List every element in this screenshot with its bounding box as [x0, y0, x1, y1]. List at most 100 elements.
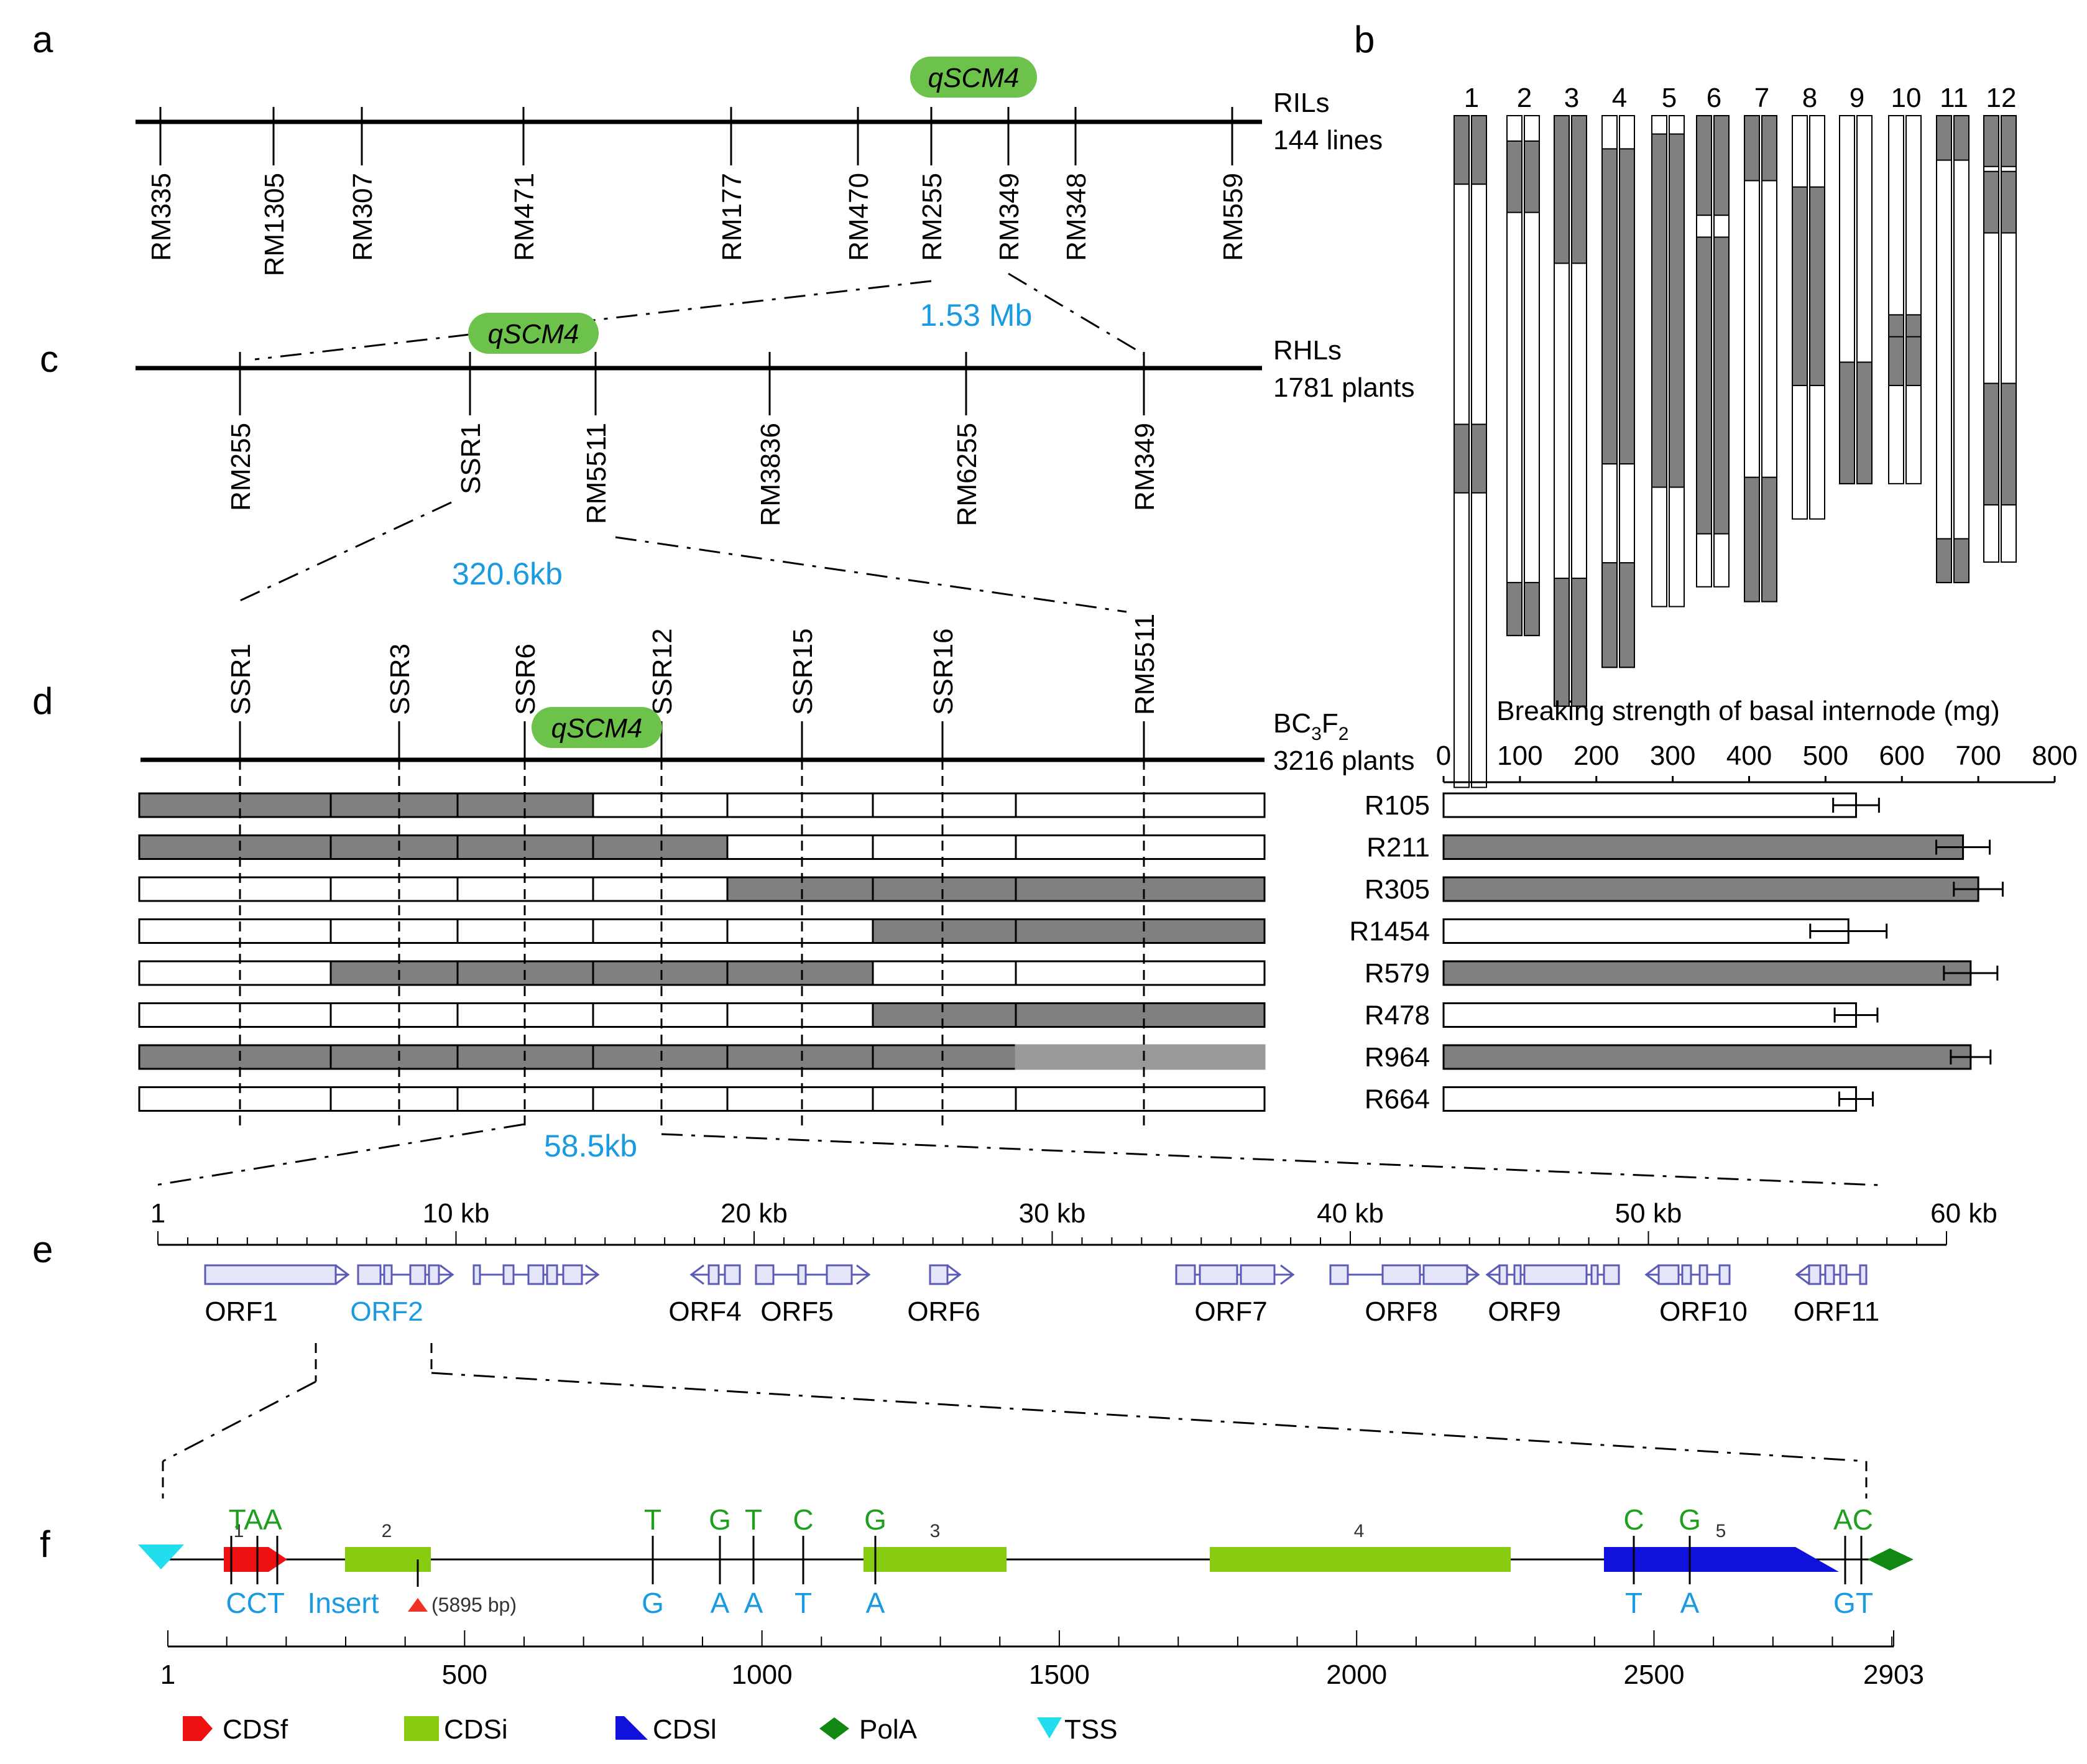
panel-f-scale-label: 2903	[1863, 1660, 1924, 1690]
panel-d-strength-bar	[1442, 960, 1972, 986]
panel-d-genotype-block	[329, 1086, 459, 1112]
panel-b-introgression-segment	[1619, 562, 1635, 668]
panel-b-chromatid	[1905, 115, 1922, 484]
panel-f-exon-number: 5	[1716, 1521, 1726, 1541]
panel-a-letter: a	[32, 19, 53, 60]
panel-b-introgression-segment	[1983, 170, 1999, 234]
panel-f-snp-allele-top: T	[745, 1503, 762, 1536]
connector-e-f-right	[431, 1372, 1867, 1462]
panel-e-orf-label: ORF11	[1794, 1296, 1880, 1327]
panel-d-genotype-block	[1015, 1044, 1266, 1070]
panel-b-chromosome-number: 4	[1612, 83, 1627, 113]
panel-b-introgression-segment	[1856, 361, 1873, 484]
panel-d-line-label: R478	[1365, 1000, 1430, 1031]
panel-d-axis-title: Breaking strength of basal internode (mg…	[1496, 696, 2000, 726]
panel-d-genotype-block	[329, 1044, 459, 1070]
panel-d-interval-span: 58.5kb	[544, 1129, 637, 1163]
panel-f-snp-allele-top: C	[1623, 1503, 1644, 1536]
panel-f-exon-number: 1	[234, 1521, 244, 1541]
panel-d-strength-bar	[1442, 918, 1850, 944]
orf-gene-4-exon	[724, 1264, 741, 1285]
panel-d-strength-bar	[1442, 1002, 1858, 1028]
panel-d-genotype-block	[592, 918, 729, 944]
panel-d-axis-tick-label: 600	[1879, 741, 1925, 771]
panel-c-marker-label: RM3836	[755, 423, 786, 526]
panel-e-orf-label: ORF1	[205, 1296, 277, 1327]
panel-d-population-name-part: F	[1322, 708, 1338, 739]
panel-d-population-name-part: 3	[1311, 724, 1322, 744]
panel-f-insert-triangle-icon	[408, 1598, 428, 1612]
panel-c-marker-label: RM6255	[952, 423, 982, 526]
panel-d-strength-bar	[1442, 1086, 1858, 1112]
orf-gene-11-arrow	[1795, 1264, 1810, 1285]
orf-gene-1-exon	[204, 1264, 337, 1285]
panel-f-snp-allele-top: TAA	[229, 1503, 282, 1536]
panel-a-marker-label: RM255	[917, 173, 947, 261]
panel-f-letter: f	[40, 1523, 50, 1565]
panel-d-strength-bar	[1442, 876, 1979, 902]
orf-gene-4	[689, 1264, 741, 1285]
panel-c-population-size: 1781 plants	[1273, 372, 1415, 403]
panel-d-genotype-block	[872, 1086, 1017, 1112]
panel-d-genotype-block	[138, 1086, 332, 1112]
connector-c-d-right	[615, 536, 1127, 613]
panel-d-genotype-block	[329, 876, 459, 902]
orf-gene-2-exon	[428, 1264, 440, 1285]
legend-tss-icon	[1037, 1717, 1062, 1739]
panel-d-genotype-block	[1015, 1002, 1266, 1028]
panel-b-chromosome-number: 2	[1517, 83, 1532, 113]
orf-gene-11-exon	[1859, 1264, 1868, 1285]
panel-b-chromosome-number: 8	[1802, 83, 1817, 113]
orf-gene-6-exon	[929, 1264, 949, 1285]
panel-c-qtl-badge-shape	[468, 313, 599, 354]
panel-e-orf-label: ORF7	[1194, 1296, 1267, 1327]
panel-b-introgression-segment	[1524, 581, 1540, 637]
panel-d-qtl-badge: qSCM4	[532, 707, 662, 748]
orf-gene-3-exon	[472, 1264, 481, 1285]
panel-b-chromatid	[1888, 115, 1904, 484]
panel-d-genotype-block	[1015, 918, 1266, 944]
orf-gene-7-exon	[1240, 1264, 1276, 1285]
panel-b-chromosome-number: 9	[1850, 83, 1864, 113]
panel-d-genotype-block	[1015, 834, 1266, 860]
orf-gene-5-arrow	[856, 1264, 871, 1285]
panel-b-introgression-segment	[1744, 476, 1760, 603]
orf-gene-3-exon	[546, 1264, 558, 1285]
panel-f-snp-allele-bottom: T	[1625, 1587, 1642, 1619]
panel-d-population-name-part: BC	[1273, 708, 1311, 739]
panel-d-genotype-block	[726, 918, 874, 944]
panel-d-genotype-block	[726, 1086, 874, 1112]
panel-d-strength-bar	[1442, 792, 1858, 818]
panel-d-genotype-block	[872, 792, 1017, 818]
panel-f-exon-4	[1210, 1547, 1511, 1572]
panel-d-genotype-block	[138, 918, 332, 944]
panel-a-marker-label: RM471	[509, 173, 540, 261]
panel-f-exon-5	[1604, 1547, 1839, 1572]
panel-d-genotype-block	[872, 1002, 1017, 1028]
orf-gene-7	[1175, 1264, 1295, 1285]
panel-e-orf-label: ORF8	[1365, 1296, 1437, 1327]
panel-e-orf-label: ORF2	[350, 1296, 423, 1327]
panel-d-genotype-block	[726, 1044, 874, 1070]
panel-d-axis-tick-label: 0	[1436, 741, 1451, 771]
panel-b-introgression-segment	[1744, 115, 1760, 182]
panel-d-line-label: R1454	[1349, 917, 1430, 947]
panel-e-orf-label: ORF5	[760, 1296, 833, 1327]
connector-d-e-left	[155, 1123, 525, 1186]
orf-gene-7-exon	[1175, 1264, 1196, 1285]
panel-b-chromosome-number: 3	[1564, 83, 1579, 113]
panel-f-snp-allele-bottom: GT	[1833, 1587, 1873, 1619]
orf-gene-2-exon	[383, 1264, 393, 1285]
panel-a-qtl-badge: qSCM4	[910, 57, 1037, 98]
orf-gene-2-arrow	[440, 1264, 454, 1285]
panel-d-strength-bar	[1442, 1044, 1972, 1070]
orf-gene-6-arrow	[947, 1264, 962, 1285]
connector-a-c-right	[1008, 272, 1145, 356]
panel-d-axis-tick-label: 200	[1573, 741, 1619, 771]
panel-e-orf-label: ORF10	[1659, 1296, 1748, 1327]
panel-b-introgression-segment	[1669, 133, 1685, 488]
panel-f-snp-allele-top: AC	[1833, 1503, 1873, 1536]
panel-c-letter: c	[40, 338, 58, 380]
panel-d-genotype-block	[1015, 1086, 1266, 1112]
